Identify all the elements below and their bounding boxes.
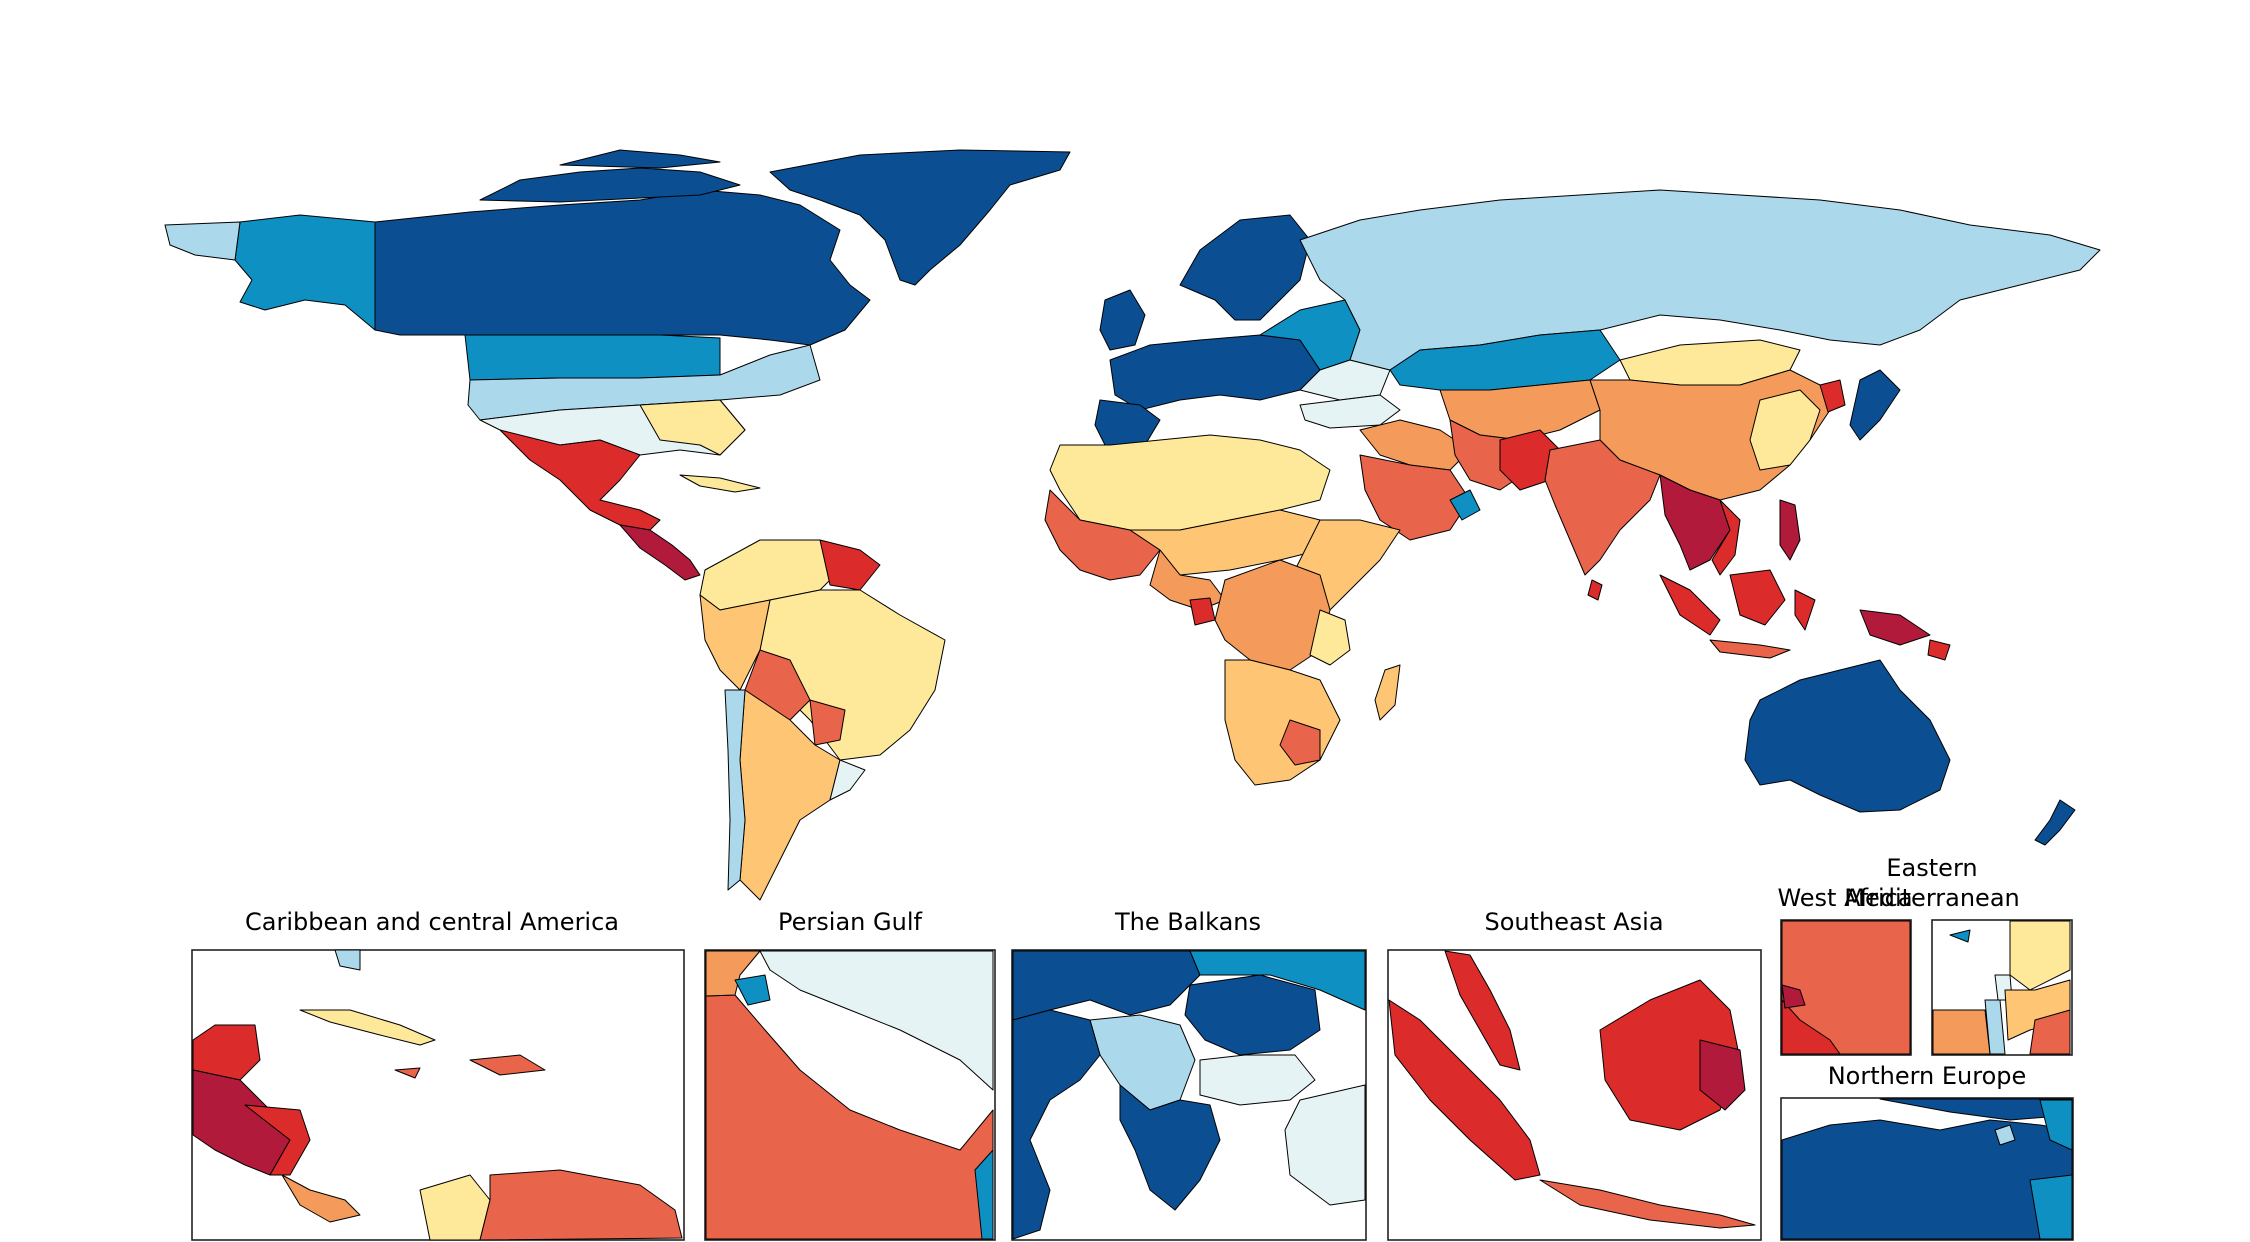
region-kazakhstan [1389, 329, 1621, 391]
inset-title-west-africa: West Africa [1777, 884, 1912, 912]
region-sumatra [1659, 574, 1721, 636]
region-canada-arctic-islands [559, 149, 721, 169]
region-uae-oman [974, 1149, 994, 1240]
region-north-africa [1049, 434, 1331, 531]
region-mainland-southeast-asia [1659, 474, 1731, 571]
region-denmark [1994, 1124, 2016, 1146]
inset-eastern-mediterranean: Eastern Mediterranean [1844, 854, 2073, 1056]
region-peru [699, 594, 771, 691]
region-usa-north [464, 334, 721, 381]
region-southern-africa [1224, 659, 1341, 786]
inset-title-caribbean: Caribbean and central America [245, 908, 619, 936]
inset-persian-gulf: Persian Gulf [704, 908, 996, 1241]
region-borneo-east [1699, 1039, 1746, 1111]
region-new-zealand [2034, 799, 2076, 846]
region-hispaniola [469, 1054, 546, 1076]
region-guinea-coast [1781, 999, 1841, 1055]
region-east-china [1749, 389, 1821, 471]
region-guinea-bissau [1781, 984, 1806, 1009]
region-baltics [2039, 1099, 2073, 1151]
region-java [1539, 1179, 1756, 1229]
region-cyprus [1949, 929, 1971, 943]
region-egypt [1932, 1009, 1991, 1055]
region-belarus [2029, 1174, 2073, 1240]
region-vietnam [1711, 499, 1741, 576]
inset-title-eastern-med-line2: Mediterranean [1844, 884, 2019, 912]
inset-balkans: The Balkans [1011, 908, 1367, 1241]
region-nigeria [1149, 549, 1226, 611]
region-uk-ireland [1099, 289, 1146, 351]
region-uruguay [829, 759, 866, 801]
region-borneo [1729, 569, 1786, 626]
region-australia [1744, 659, 1951, 813]
region-korea [1819, 379, 1846, 413]
region-western-europe [1109, 334, 1321, 411]
region-gabon-cameroon [1189, 597, 1216, 626]
region-peninsular-malaysia [1444, 950, 1521, 1071]
region-cuba [679, 474, 761, 493]
inset-title-balkans: The Balkans [1114, 908, 1261, 936]
region-alaska [234, 214, 376, 331]
region-oman [1449, 489, 1481, 521]
region-bulgaria [1199, 1054, 1316, 1106]
region-croatia-italy [1012, 1009, 1101, 1240]
region-costa-rica-panama [281, 1174, 361, 1223]
region-syria [2009, 920, 2071, 991]
region-scandinavia [1179, 214, 1311, 321]
region-iran [759, 950, 994, 1091]
region-mexico [499, 429, 661, 531]
region-sulawesi [1794, 589, 1816, 631]
inset-title-persian-gulf: Persian Gulf [778, 908, 922, 936]
region-canada [374, 189, 871, 346]
region-turkey [1284, 1084, 1366, 1206]
region-philippines [1779, 499, 1801, 561]
region-northern-europe-mainland [1781, 1119, 2073, 1240]
region-venezuela [479, 1169, 683, 1241]
region-sumatra [1388, 999, 1541, 1181]
region-madagascar [1374, 664, 1401, 721]
region-canada-arctic-islands [479, 167, 741, 203]
region-central-africa [1214, 559, 1331, 671]
region-greece-albania [1119, 1084, 1221, 1211]
region-western-alaska [164, 221, 241, 261]
region-japan [1849, 369, 1901, 441]
inset-caribbean: Caribbean and central America [191, 908, 685, 1241]
region-jamaica [394, 1067, 421, 1079]
region-south-africa-east [1279, 719, 1321, 766]
region-paraguay [809, 699, 846, 746]
inset-west-africa: West Africa [1777, 884, 1913, 1056]
region-tanzania [1309, 609, 1351, 666]
region-usa-southeast [639, 399, 746, 456]
region-central-america [619, 524, 701, 581]
inset-title-southeast-asia: Southeast Asia [1484, 908, 1663, 936]
region-west-africa-coast [1044, 489, 1161, 581]
inset-southeast-asia: Southeast Asia [1387, 908, 1762, 1241]
region-romania [1184, 974, 1321, 1056]
region-iraq [2029, 1009, 2071, 1055]
region-scandinavia [1879, 1098, 2073, 1121]
region-honduras-nicaragua [244, 1104, 311, 1176]
region-sri-lanka [1587, 579, 1603, 601]
region-russia [1299, 189, 2101, 371]
region-greenland [769, 149, 1071, 286]
region-arabia [1359, 454, 1471, 541]
region-bahamas [334, 949, 361, 971]
region-java [1709, 639, 1791, 659]
region-ukraine-moldova [1189, 950, 1366, 1011]
region-turkey [1299, 394, 1401, 429]
world-map [164, 149, 2101, 901]
region-guianas [819, 539, 881, 591]
region-melanesia [1927, 639, 1951, 661]
region-new-guinea [1859, 609, 1931, 646]
inset-northern-europe: Northern Europe [1780, 1062, 2074, 1241]
region-kuwait [734, 974, 771, 1006]
region-cuba [299, 1009, 436, 1046]
region-india [1544, 439, 1661, 576]
inset-title-eastern-med-line1: Eastern [1886, 854, 1977, 882]
region-chile [724, 689, 746, 891]
region-saudi-arabia [705, 994, 994, 1240]
inset-title-northern-europe: Northern Europe [1828, 1062, 2027, 1090]
